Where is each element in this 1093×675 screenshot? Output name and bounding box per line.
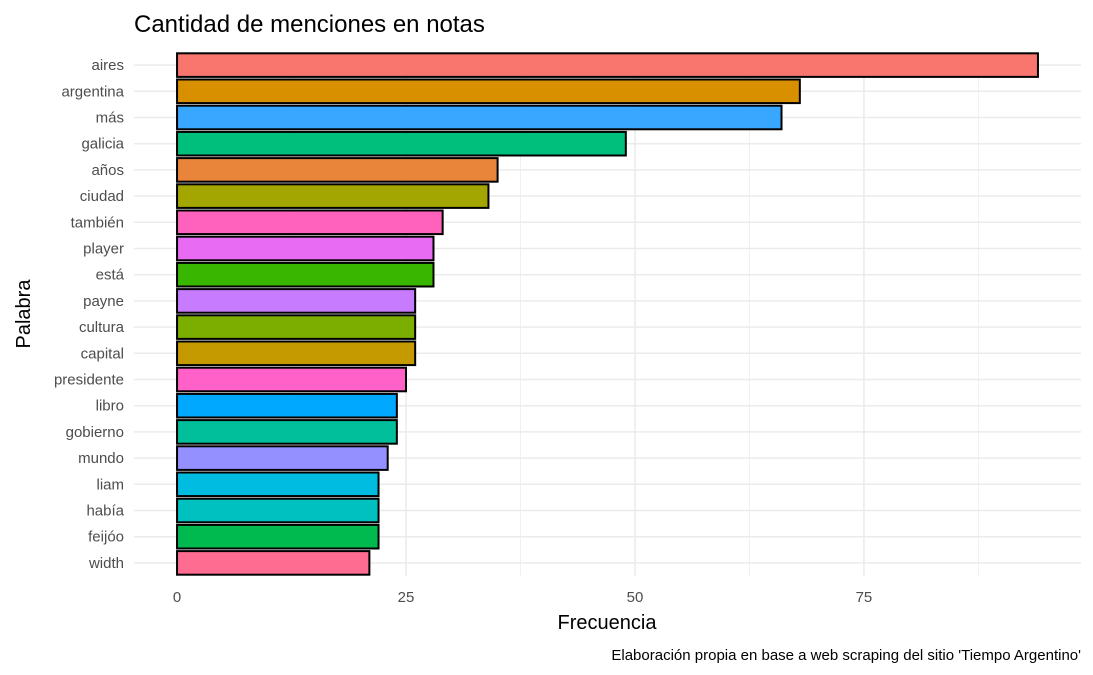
y-tick-label: aires [91, 57, 124, 74]
y-tick-label: liam [96, 476, 124, 493]
y-tick-labels: aires argentina más galicia años ciudad tambié… [54, 57, 125, 572]
bar-7 [176, 235, 435, 262]
chart-caption: Elaboración propia en base a web scrapin… [611, 647, 1081, 664]
y-tick-label: cultura [79, 319, 125, 336]
bar-17 [176, 497, 380, 524]
bar-6 [176, 209, 444, 236]
bar-9 [176, 288, 417, 314]
bar-3 [176, 130, 627, 157]
y-tick-label: galicia [81, 136, 124, 153]
x-tick-label: 75 [856, 589, 873, 606]
y-tick-label: está [96, 267, 125, 284]
y-tick-label: había [86, 503, 124, 520]
bar-1 [176, 78, 801, 105]
y-tick-label: capital [81, 345, 124, 362]
bar-12 [176, 366, 408, 393]
y-tick-label: presidente [54, 372, 124, 389]
chart-title: Cantidad de menciones en notas [134, 11, 485, 38]
x-axis-title: Frecuencia [558, 612, 658, 634]
y-tick-label: feijóo [88, 529, 124, 546]
bar-16 [176, 471, 380, 498]
bar-0 [176, 52, 1039, 78]
y-tick-label: mundo [78, 450, 124, 467]
y-tick-label: gobierno [66, 424, 124, 441]
bar-11 [176, 340, 417, 367]
y-tick-label: width [88, 555, 124, 572]
y-tick-label: más [96, 110, 124, 127]
y-tick-label: años [91, 162, 124, 179]
bar-4 [176, 157, 499, 183]
x-tick-label: 25 [398, 589, 415, 606]
y-tick-label: player [83, 241, 124, 258]
bar-8 [176, 261, 435, 288]
y-tick-label: payne [83, 293, 124, 310]
bar-13 [176, 392, 398, 419]
y-tick-label: ciudad [80, 188, 124, 205]
bar-14 [176, 419, 398, 445]
x-tick-labels: 0 25 50 75 [173, 589, 872, 606]
y-tick-label: también [71, 214, 124, 231]
y-tick-label: argentina [61, 83, 124, 100]
y-axis-title: Palabra [13, 279, 35, 349]
x-tick-label: 0 [173, 589, 181, 606]
y-tick-label: libro [96, 398, 124, 415]
x-tick-label: 50 [627, 589, 644, 606]
bar-18 [176, 523, 380, 550]
bar-15 [176, 445, 389, 471]
bar-10 [176, 314, 417, 340]
bar-2 [176, 104, 783, 131]
bar-19 [176, 550, 371, 576]
grid-lines [134, 52, 1081, 576]
bars [176, 52, 1039, 576]
bar-5 [176, 183, 490, 209]
